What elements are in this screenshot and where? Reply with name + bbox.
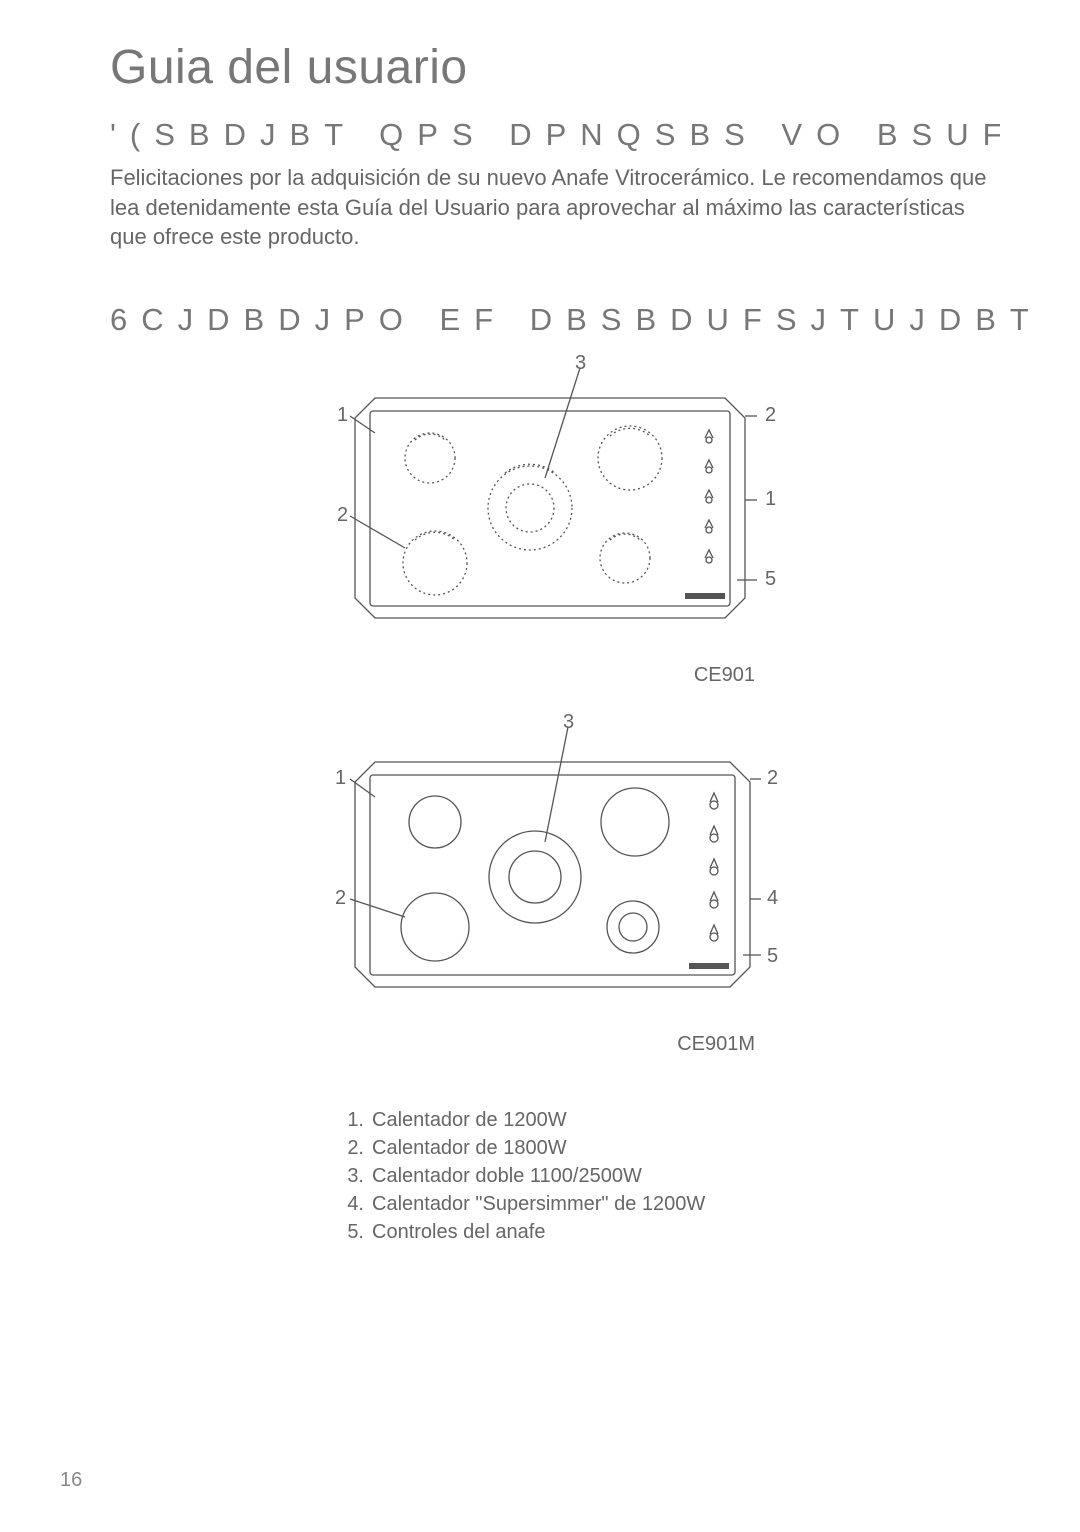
- callout-5-right: 5: [767, 945, 778, 968]
- section-heading-2: 6CJDBDJPO EF DBSBDUFSJTUJDBT: [110, 302, 1000, 338]
- page-number: 16: [60, 1469, 82, 1492]
- intro-paragraph: Felicitaciones por la adquisición de su …: [110, 163, 990, 252]
- callout-1-right: 1: [765, 488, 776, 511]
- legend-item: 2.Calentador de 1800W: [340, 1134, 1000, 1162]
- cooktop-diagram-icon: [275, 368, 835, 648]
- callout-3: 3: [575, 352, 586, 375]
- callout-5-right: 5: [765, 568, 776, 591]
- legend-list: 1.Calentador de 1200W 2.Calentador de 18…: [340, 1106, 1000, 1246]
- manual-page: Guia del usuario '(SBDJBT QPS DPNQSBS VO…: [0, 0, 1080, 1532]
- diagram-ce901: 3 1 2 2 1 5: [275, 368, 835, 648]
- callout-2-left: 2: [337, 504, 348, 527]
- callout-3: 3: [563, 711, 574, 734]
- diagram-ce901m: 3 1 2 2 4 5: [275, 727, 835, 1017]
- callout-2-left: 2: [335, 887, 346, 910]
- section-heading-1: '(SBDJBT QPS DPNQSBS VO BSUFGBDUP FMFD: [110, 117, 1000, 153]
- cooktop-diagram-icon: [275, 727, 835, 1017]
- callout-4-right: 4: [767, 887, 778, 910]
- diagram-ce901m-block: 3 1 2 2 4 5: [110, 727, 1000, 1096]
- model-label-ce901m: CE901M: [325, 1033, 785, 1056]
- callout-1-left: 1: [337, 404, 348, 427]
- diagram-ce901-block: 3 1 2 2 1 5: [110, 368, 1000, 727]
- model-label-ce901: CE901: [325, 664, 785, 687]
- callout-1-left: 1: [335, 767, 346, 790]
- legend-item: 3.Calentador doble 1100/2500W: [340, 1162, 1000, 1190]
- callout-2-right: 2: [767, 767, 778, 790]
- legend-item: 5.Controles del anafe: [340, 1218, 1000, 1246]
- legend-item: 1.Calentador de 1200W: [340, 1106, 1000, 1134]
- page-title: Guia del usuario: [110, 40, 1000, 95]
- legend-item: 4.Calentador "Supersimmer" de 1200W: [340, 1190, 1000, 1218]
- callout-2-right: 2: [765, 404, 776, 427]
